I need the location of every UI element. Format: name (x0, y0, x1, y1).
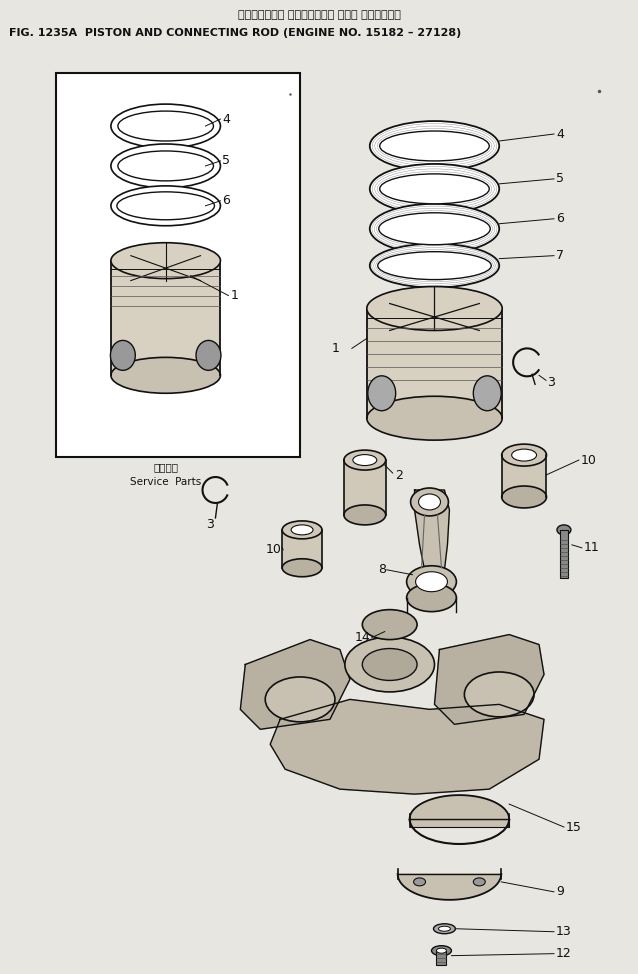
Text: 8: 8 (378, 563, 386, 577)
Polygon shape (415, 490, 449, 589)
Text: ピストンおよび コネクティング ロッド 適用号機　・: ピストンおよび コネクティング ロッド 適用号機 ・ (237, 11, 401, 20)
Ellipse shape (512, 449, 537, 461)
Ellipse shape (557, 525, 571, 535)
Bar (282, 530, 322, 568)
Ellipse shape (344, 450, 386, 470)
Ellipse shape (370, 244, 499, 287)
Ellipse shape (411, 488, 449, 516)
Polygon shape (434, 635, 544, 725)
Text: 3: 3 (207, 518, 214, 532)
Ellipse shape (380, 174, 489, 204)
Ellipse shape (367, 286, 502, 330)
Ellipse shape (370, 121, 499, 170)
Text: 6: 6 (223, 195, 230, 207)
Text: 10: 10 (581, 454, 597, 467)
Bar (56, 73, 300, 457)
Text: 9: 9 (556, 885, 564, 898)
Ellipse shape (282, 521, 322, 539)
Ellipse shape (501, 444, 547, 467)
Text: 14: 14 (355, 631, 371, 644)
Text: 機連専用: 機連専用 (153, 462, 178, 472)
Text: FIG. 1235A  PISTON AND CONNECTING ROD (ENGINE NO. 15182 – 27128): FIG. 1235A PISTON AND CONNECTING ROD (EN… (10, 28, 462, 38)
Ellipse shape (265, 677, 335, 722)
Ellipse shape (111, 357, 221, 393)
Text: 2: 2 (395, 468, 403, 481)
Bar (560, 530, 568, 578)
Ellipse shape (345, 637, 434, 692)
Polygon shape (241, 640, 350, 730)
Ellipse shape (367, 396, 502, 440)
Text: 5: 5 (223, 155, 230, 168)
Ellipse shape (473, 878, 486, 886)
Ellipse shape (118, 111, 214, 141)
Bar (502, 455, 546, 497)
Ellipse shape (353, 455, 377, 466)
Ellipse shape (419, 494, 440, 510)
Text: 11: 11 (584, 542, 600, 554)
Ellipse shape (380, 131, 489, 161)
Bar (367, 309, 502, 418)
Ellipse shape (362, 610, 417, 640)
Ellipse shape (473, 376, 501, 411)
Text: 12: 12 (556, 947, 572, 960)
Ellipse shape (464, 672, 534, 717)
Ellipse shape (118, 151, 214, 181)
Ellipse shape (111, 186, 221, 226)
Ellipse shape (370, 164, 499, 213)
Ellipse shape (282, 559, 322, 577)
Bar (410, 819, 509, 827)
Ellipse shape (362, 649, 417, 681)
Ellipse shape (111, 104, 221, 148)
Text: 7: 7 (556, 249, 564, 262)
Ellipse shape (413, 878, 426, 886)
Text: 1: 1 (332, 342, 340, 355)
Ellipse shape (117, 192, 214, 220)
Text: 13: 13 (556, 925, 572, 938)
Ellipse shape (406, 566, 456, 598)
Ellipse shape (367, 376, 396, 411)
Text: 4: 4 (556, 128, 564, 140)
Ellipse shape (431, 946, 452, 955)
Polygon shape (397, 874, 501, 900)
Ellipse shape (438, 926, 450, 931)
Polygon shape (410, 795, 509, 819)
Ellipse shape (379, 212, 490, 244)
Polygon shape (271, 699, 544, 794)
Ellipse shape (110, 341, 135, 370)
Ellipse shape (111, 243, 221, 279)
Ellipse shape (344, 505, 386, 525)
Ellipse shape (378, 251, 491, 280)
Ellipse shape (436, 948, 447, 954)
Text: 4: 4 (223, 113, 230, 126)
Ellipse shape (415, 572, 447, 591)
Ellipse shape (501, 486, 547, 507)
Text: Service  Parts: Service Parts (130, 477, 202, 487)
Bar (344, 460, 386, 515)
Bar (111, 261, 221, 375)
Ellipse shape (196, 341, 221, 370)
Text: 3: 3 (547, 376, 555, 389)
Text: 10: 10 (265, 543, 281, 556)
Ellipse shape (370, 204, 499, 253)
Ellipse shape (111, 144, 221, 188)
Bar (436, 951, 447, 964)
Text: 6: 6 (556, 212, 564, 225)
Ellipse shape (433, 923, 456, 934)
Text: 1: 1 (230, 289, 238, 302)
Text: 15: 15 (566, 820, 582, 834)
Text: 5: 5 (556, 172, 564, 185)
Ellipse shape (291, 525, 313, 535)
Ellipse shape (406, 583, 456, 612)
